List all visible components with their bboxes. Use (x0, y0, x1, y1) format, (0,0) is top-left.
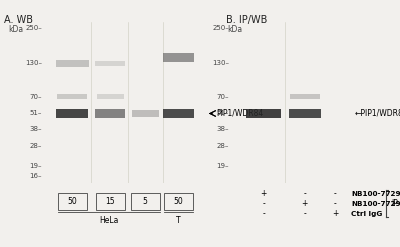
Text: 19–: 19– (217, 164, 229, 169)
Text: 5: 5 (143, 197, 148, 206)
Text: 70–: 70– (29, 94, 42, 100)
Text: 50: 50 (67, 197, 77, 206)
Text: -: - (262, 199, 265, 208)
Bar (246, 109, 281, 118)
Bar (95, 61, 126, 66)
Text: Ctrl IgG: Ctrl IgG (351, 211, 382, 217)
Text: A. WB: A. WB (4, 15, 33, 25)
Text: kDa: kDa (8, 25, 23, 34)
Text: 19–: 19– (29, 164, 42, 169)
Text: HeLa: HeLa (99, 216, 118, 225)
Text: 50: 50 (174, 197, 184, 206)
Bar (132, 110, 159, 117)
Text: 51–: 51– (217, 110, 229, 117)
Text: IP: IP (391, 199, 398, 208)
Bar (96, 94, 124, 99)
Bar (290, 94, 320, 99)
Text: 51–: 51– (30, 110, 42, 117)
Text: 38–: 38– (29, 126, 42, 132)
Text: -: - (304, 189, 306, 198)
Text: 28–: 28– (30, 143, 42, 149)
Text: 130–: 130– (212, 60, 229, 66)
Text: +: + (260, 189, 267, 198)
Text: B. IP/WB: B. IP/WB (226, 15, 267, 25)
Text: kDa: kDa (227, 25, 242, 34)
Text: T: T (176, 216, 181, 225)
Text: 250–: 250– (212, 25, 229, 31)
Bar (56, 60, 89, 66)
Bar (95, 109, 126, 118)
Text: +: + (302, 199, 308, 208)
Bar (164, 109, 194, 118)
Text: 130–: 130– (25, 60, 42, 66)
Text: NB100-77293: NB100-77293 (351, 201, 400, 207)
Text: 28–: 28– (217, 143, 229, 149)
Text: 70–: 70– (217, 94, 229, 100)
Text: 38–: 38– (217, 126, 229, 132)
Text: 250–: 250– (25, 25, 42, 31)
Text: -: - (304, 209, 306, 218)
Text: +: + (332, 209, 338, 218)
Text: 15: 15 (106, 197, 115, 206)
Text: 16–: 16– (29, 173, 42, 179)
Text: -: - (334, 189, 336, 198)
Text: -: - (334, 199, 336, 208)
Text: -: - (262, 209, 265, 218)
Bar (56, 109, 88, 118)
Bar (164, 53, 194, 62)
Text: ←PIP1/WDR84: ←PIP1/WDR84 (354, 109, 400, 118)
Bar (57, 94, 88, 99)
Text: PIP1/WDR84: PIP1/WDR84 (217, 109, 264, 118)
Text: NB100-77292: NB100-77292 (351, 191, 400, 197)
Bar (289, 109, 321, 118)
